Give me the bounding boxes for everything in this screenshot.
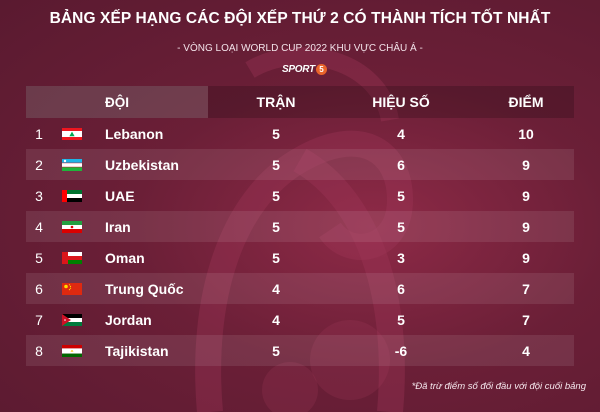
- played-cell: 4: [272, 280, 280, 297]
- rank-cell: 1: [35, 125, 43, 142]
- table-row: 1 Lebanon 5 4 10: [26, 118, 574, 149]
- column-header-team: ĐỘI: [26, 86, 208, 118]
- lebanon-flag-icon: [62, 127, 82, 140]
- points-cell: 9: [522, 218, 530, 235]
- table-row: 3 UAE 5 5 9: [26, 180, 574, 211]
- team-name-cell: Trung Quốc: [105, 280, 184, 297]
- jordan-flag-icon: [62, 313, 82, 326]
- rank-cell: 5: [35, 249, 43, 266]
- goal-diff-cell: -6: [394, 342, 408, 359]
- points-cell: 10: [518, 125, 534, 142]
- footnote: *Đã trừ điểm số đối đầu với đội cuối bản…: [411, 381, 586, 392]
- standings-table: ĐỘI TRẬN HIỆU SỐ ĐIỂM 1 Lebanon 5 4 10 2…: [26, 86, 574, 366]
- points-cell: 7: [522, 311, 530, 328]
- rank-cell: 8: [35, 342, 43, 359]
- table-row: 6 Trung Quốc 4 6 7: [26, 273, 574, 304]
- team-name-cell: Iran: [105, 218, 131, 235]
- points-cell: 4: [522, 342, 530, 359]
- points-cell: 9: [522, 249, 530, 266]
- oman-flag-icon: [62, 251, 82, 264]
- table-row: 8 Tajikistan 5 -6 4: [26, 335, 574, 366]
- played-cell: 5: [272, 187, 280, 204]
- goal-diff-cell: 6: [397, 156, 405, 173]
- rank-cell: 2: [35, 156, 43, 173]
- team-name-cell: Tajikistan: [105, 342, 169, 359]
- goal-diff-cell: 5: [397, 311, 405, 328]
- played-cell: 4: [272, 311, 280, 328]
- table-row: 2 Uzbekistan 5 6 9: [26, 149, 574, 180]
- table-row: 4 Iran 5 5 9: [26, 211, 574, 242]
- rank-cell: 7: [35, 311, 43, 328]
- played-cell: 5: [272, 156, 280, 173]
- team-name-cell: Oman: [105, 249, 145, 266]
- rank-cell: 6: [35, 280, 43, 297]
- points-cell: 9: [522, 156, 530, 173]
- tajikistan-flag-icon: [62, 344, 82, 357]
- brand-number: 5: [315, 63, 327, 75]
- played-cell: 5: [272, 218, 280, 235]
- table-header-row: ĐỘI TRẬN HIỆU SỐ ĐIỂM: [26, 86, 574, 118]
- goal-diff-cell: 4: [397, 125, 405, 142]
- sport5-logo: SPORT 5: [282, 62, 327, 76]
- team-name-cell: Uzbekistan: [105, 156, 179, 173]
- china-flag-icon: [62, 282, 82, 295]
- played-cell: 5: [272, 342, 280, 359]
- team-name-cell: Jordan: [105, 311, 152, 328]
- brand-text: SPORT: [282, 63, 315, 75]
- points-cell: 9: [522, 187, 530, 204]
- uzbekistan-flag-icon: [62, 158, 82, 171]
- table-row: 7 Jordan 4 5 7: [26, 304, 574, 335]
- column-header-played: TRẬN: [256, 94, 296, 110]
- rank-cell: 4: [35, 218, 43, 235]
- goal-diff-cell: 5: [397, 187, 405, 204]
- played-cell: 5: [272, 125, 280, 142]
- column-header-points: ĐIỂM: [508, 94, 544, 110]
- page-title: BẢNG XẾP HẠNG CÁC ĐỘI XẾP THỨ 2 CÓ THÀNH…: [49, 10, 551, 27]
- column-header-goal-diff: HIỆU SỐ: [372, 94, 430, 110]
- rank-cell: 3: [35, 187, 43, 204]
- goal-diff-cell: 5: [397, 218, 405, 235]
- team-name-cell: Lebanon: [105, 125, 164, 142]
- team-name-cell: UAE: [105, 187, 135, 204]
- goal-diff-cell: 6: [397, 280, 405, 297]
- goal-diff-cell: 3: [397, 249, 405, 266]
- uae-flag-icon: [62, 189, 82, 202]
- played-cell: 5: [272, 249, 280, 266]
- iran-flag-icon: [62, 220, 82, 233]
- points-cell: 7: [522, 280, 530, 297]
- page-subtitle: - VÒNG LOẠI WORLD CUP 2022 KHU VỰC CHÂU …: [177, 43, 423, 54]
- table-row: 5 Oman 5 3 9: [26, 242, 574, 273]
